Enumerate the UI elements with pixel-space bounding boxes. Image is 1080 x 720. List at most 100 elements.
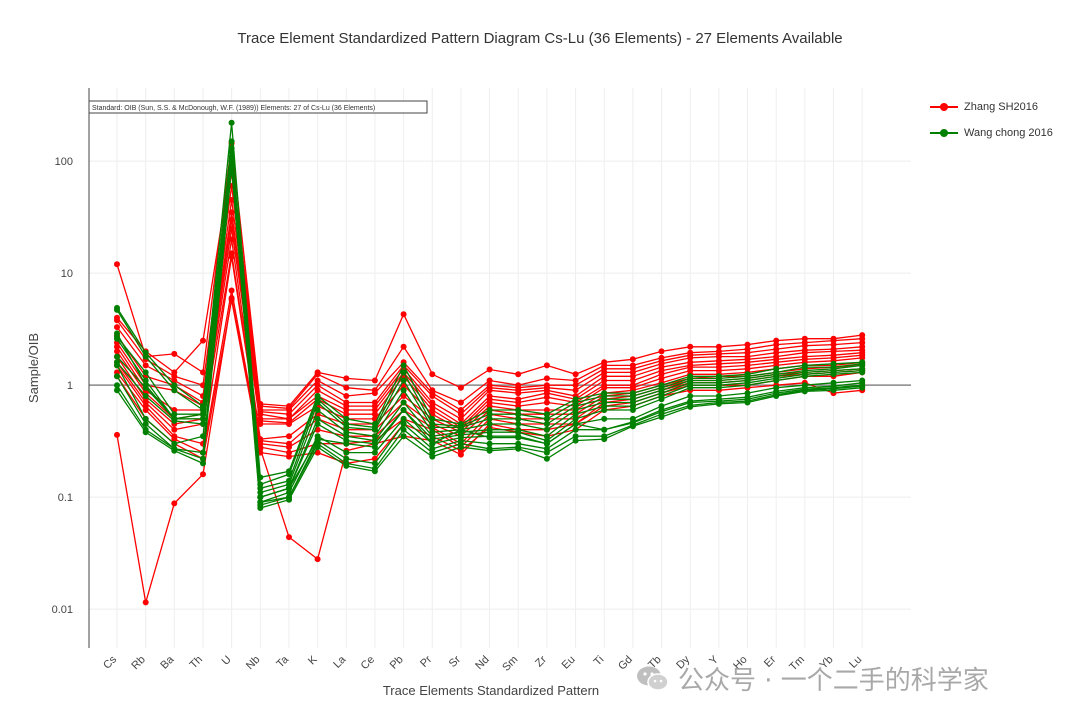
data-point-g1-s10-eu[interactable] xyxy=(572,421,579,427)
data-point-g0-s3-ta[interactable] xyxy=(286,411,292,418)
data-point-g0-s2-tm[interactable] xyxy=(801,342,808,349)
data-point-g1-s6-cs[interactable] xyxy=(114,362,120,369)
data-point-g1-s7-la[interactable] xyxy=(343,455,350,462)
data-point-g1-s1-nd[interactable] xyxy=(486,411,493,418)
data-point-g0-s8-pb[interactable] xyxy=(400,393,407,399)
data-point-g1-s0-zr[interactable] xyxy=(543,411,550,418)
data-point-g0-s6-cs[interactable] xyxy=(114,343,120,350)
data-point-g1-s10-sm[interactable] xyxy=(515,434,522,441)
data-point-g1-s9-ta[interactable] xyxy=(286,496,292,503)
data-point-g0-s7-ta[interactable] xyxy=(286,421,292,427)
data-point-g1-s10-y[interactable] xyxy=(715,396,722,403)
data-point-g0-s1-nd[interactable] xyxy=(486,377,493,384)
data-point-g1-s3-zr[interactable] xyxy=(543,426,550,433)
legend-item-zhang[interactable]: Zhang SH2016 xyxy=(930,94,1053,120)
data-point-g0-s5-zr[interactable] xyxy=(543,390,550,397)
data-point-g1-s5-yb[interactable] xyxy=(830,371,837,378)
data-point-g1-s5-tm[interactable] xyxy=(801,373,808,380)
data-point-g1-s5-ti[interactable] xyxy=(601,407,608,413)
data-point-g1-s3-eu[interactable] xyxy=(572,407,579,413)
data-point-g1-s9-nb[interactable] xyxy=(257,505,264,511)
data-point-g1-s9-ti[interactable] xyxy=(601,436,608,443)
data-point-g1-s5-rb[interactable] xyxy=(142,393,149,399)
data-point-g1-s5-ho[interactable] xyxy=(744,382,751,389)
data-point-g1-s7-nd[interactable] xyxy=(486,440,493,447)
data-point-g1-s9-sm[interactable] xyxy=(515,445,522,452)
data-point-g0-s12-ba[interactable] xyxy=(171,500,178,507)
data-point-g1-s10-th[interactable] xyxy=(200,415,206,422)
data-point-g1-s10-ta[interactable] xyxy=(286,485,292,492)
data-point-g1-s5-eu[interactable] xyxy=(572,415,579,422)
data-point-g1-s1-rb[interactable] xyxy=(142,353,149,360)
data-point-g0-s7-ti[interactable] xyxy=(601,384,608,391)
data-point-g1-s9-rb[interactable] xyxy=(142,429,149,436)
data-point-g1-s9-dy[interactable] xyxy=(687,403,694,410)
data-point-g1-s9-sr[interactable] xyxy=(457,444,464,451)
data-point-g1-s9-la[interactable] xyxy=(343,462,350,469)
data-point-g1-s2-ce[interactable] xyxy=(371,426,378,433)
data-point-g0-s7-lu[interactable] xyxy=(859,354,866,361)
data-point-g1-s10-ti[interactable] xyxy=(601,426,608,433)
data-point-g1-s10-nd[interactable] xyxy=(486,434,493,441)
data-point-g0-s6-pr[interactable] xyxy=(429,407,436,413)
data-point-g0-s1-er[interactable] xyxy=(773,341,780,348)
data-point-g1-s1-u[interactable] xyxy=(228,138,235,145)
data-point-g0-s9-ba[interactable] xyxy=(171,426,178,433)
data-point-g1-s8-zr[interactable] xyxy=(543,449,550,456)
data-point-g1-s4-la[interactable] xyxy=(343,433,350,440)
data-point-g1-s2-rb[interactable] xyxy=(142,369,149,376)
data-point-g0-s6-u[interactable] xyxy=(228,216,235,223)
data-point-g1-s9-y[interactable] xyxy=(715,400,722,407)
data-point-g0-s8-ta[interactable] xyxy=(286,433,292,440)
data-point-g1-s0-u[interactable] xyxy=(228,119,235,126)
data-point-g0-s12-ta[interactable] xyxy=(286,534,292,541)
data-point-g0-s5-ti[interactable] xyxy=(601,377,608,384)
data-point-g0-s0-sm[interactable] xyxy=(515,371,522,378)
data-point-g1-s9-th[interactable] xyxy=(200,460,206,467)
legend-item-wang[interactable]: Wang chong 2016 xyxy=(930,120,1053,146)
data-point-g1-s8-cs[interactable] xyxy=(114,382,120,389)
data-point-g0-s7-tb[interactable] xyxy=(658,375,665,382)
data-point-g0-s2-ce[interactable] xyxy=(371,390,378,397)
data-point-g1-s6-ce[interactable] xyxy=(371,449,378,456)
data-point-g0-s2-ta[interactable] xyxy=(286,407,292,413)
data-point-g1-s2-sm[interactable] xyxy=(515,415,522,422)
data-point-g1-s6-pb[interactable] xyxy=(400,415,407,422)
data-point-g1-s6-la[interactable] xyxy=(343,449,350,456)
data-point-g1-s10-gd[interactable] xyxy=(629,418,636,425)
data-point-g1-s10-pb[interactable] xyxy=(400,407,407,413)
data-point-g0-s0-cs[interactable] xyxy=(114,261,120,268)
data-point-g1-s7-eu[interactable] xyxy=(572,426,579,433)
data-point-g1-s7-rb[interactable] xyxy=(142,421,149,427)
data-point-g1-s7-ce[interactable] xyxy=(371,460,378,467)
data-point-g0-s3-pr[interactable] xyxy=(429,393,436,399)
data-point-g1-s4-pb[interactable] xyxy=(400,399,407,406)
data-point-g0-s4-sm[interactable] xyxy=(515,390,522,397)
data-point-g0-s1-zr[interactable] xyxy=(543,375,550,382)
data-point-g1-s1-cs[interactable] xyxy=(114,306,120,313)
data-point-g0-s2-sr[interactable] xyxy=(457,407,464,413)
data-point-g0-s6-la[interactable] xyxy=(343,411,350,418)
data-point-g0-s7-cs[interactable] xyxy=(114,348,120,355)
data-point-g0-s12-k[interactable] xyxy=(314,556,321,563)
data-point-g0-s8-u[interactable] xyxy=(228,236,235,243)
data-point-g0-s3-k[interactable] xyxy=(314,382,321,389)
data-point-g0-s2-cs[interactable] xyxy=(114,317,120,324)
data-point-g0-s1-th[interactable] xyxy=(200,337,206,344)
data-point-g0-s12-rb[interactable] xyxy=(142,599,149,606)
data-point-g0-s0-eu[interactable] xyxy=(572,371,579,378)
data-point-g1-s6-dy[interactable] xyxy=(687,393,694,399)
data-point-g0-s0-y[interactable] xyxy=(715,343,722,350)
data-point-g0-s3-ba[interactable] xyxy=(171,377,178,384)
data-point-g1-s10-tb[interactable] xyxy=(658,407,665,413)
data-point-g1-s1-sm[interactable] xyxy=(515,411,522,418)
data-point-g0-s6-zr[interactable] xyxy=(543,394,550,401)
data-point-g1-s10-k[interactable] xyxy=(314,436,321,443)
data-point-g0-s1-eu[interactable] xyxy=(572,377,579,384)
data-point-g1-s9-ba[interactable] xyxy=(171,447,178,454)
data-point-g0-s0-sr[interactable] xyxy=(457,384,464,391)
data-point-g0-s2-la[interactable] xyxy=(343,393,350,399)
data-point-g0-s4-sr[interactable] xyxy=(457,415,464,422)
data-point-g0-s6-tb[interactable] xyxy=(658,371,665,378)
data-point-g0-s11-rb[interactable] xyxy=(142,407,149,413)
